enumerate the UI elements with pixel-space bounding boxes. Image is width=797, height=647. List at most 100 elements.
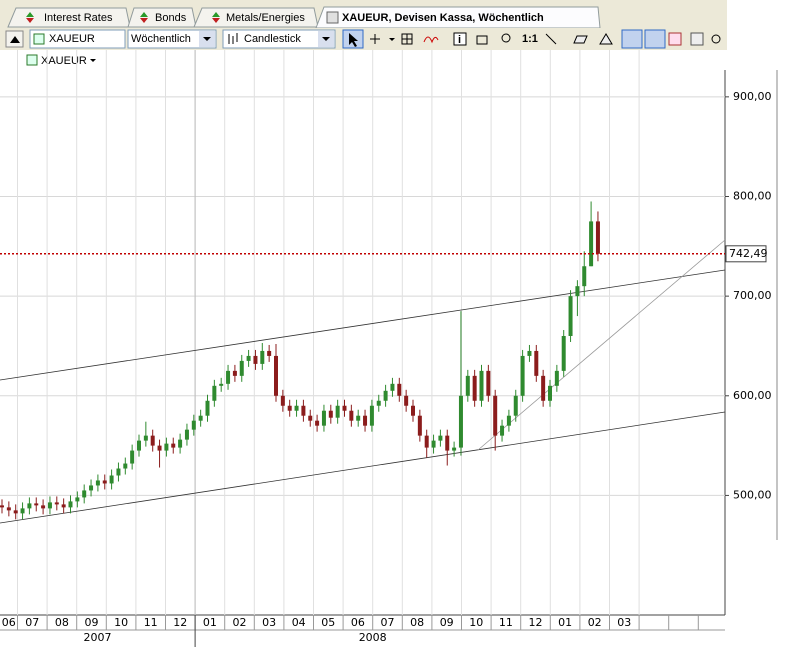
candle-body xyxy=(150,435,155,446)
tab[interactable]: Interest Rates xyxy=(7,7,131,28)
candle-body xyxy=(500,425,505,436)
icon[interactable] xyxy=(501,33,511,43)
candle-body xyxy=(342,405,347,411)
candle-body xyxy=(164,443,169,451)
grid xyxy=(0,50,725,615)
trend-lines xyxy=(0,239,726,524)
candle-body xyxy=(246,355,251,361)
tool-button[interactable] xyxy=(644,29,666,49)
period-text[interactable]: Wöchentlich xyxy=(131,33,191,45)
candle-body xyxy=(561,335,566,371)
candle-body xyxy=(527,350,532,356)
candle-body xyxy=(34,503,39,506)
tab-label[interactable]: Metals/Energies xyxy=(226,12,305,24)
x-tick-label: 04 xyxy=(292,616,306,629)
x-tick-label: 10 xyxy=(114,616,128,629)
candle-body xyxy=(184,429,189,440)
zoom-button[interactable]: 1:1 xyxy=(522,33,538,45)
x-tick-label: 01 xyxy=(203,616,217,629)
candle-body xyxy=(47,502,52,509)
icon[interactable] xyxy=(668,32,682,46)
icon[interactable] xyxy=(545,33,557,45)
candle-body xyxy=(417,415,422,436)
tab-active[interactable]: XAUEUR, Devisen Kassa, Wöchentlich xyxy=(315,6,601,29)
candle-body xyxy=(390,383,395,391)
x-tick-label: 09 xyxy=(85,616,99,629)
candle-body xyxy=(54,502,59,505)
candle-body xyxy=(157,445,162,451)
tab-label[interactable]: Interest Rates xyxy=(44,12,113,24)
period-select[interactable]: Wöchentlich xyxy=(127,29,217,49)
candle-body xyxy=(267,350,272,356)
x-tick-label: 03 xyxy=(262,616,276,629)
x-tick-label: 12 xyxy=(529,616,543,629)
candle-body xyxy=(431,440,436,448)
icon[interactable] xyxy=(711,34,721,44)
candle-body xyxy=(363,415,368,426)
tab-label[interactable]: Bonds xyxy=(155,12,187,24)
candle-body xyxy=(315,420,320,426)
candle-body xyxy=(411,405,415,416)
candle-body xyxy=(534,350,539,376)
x-tick-label: 11 xyxy=(144,616,158,629)
candle-body xyxy=(513,395,518,416)
candle-body xyxy=(68,501,73,508)
tool-button[interactable] xyxy=(621,29,643,49)
x-tick-label: 08 xyxy=(55,616,69,629)
candle-body xyxy=(465,375,470,396)
candle-body xyxy=(95,480,100,486)
candle-body xyxy=(109,475,114,484)
x-tick-label: 06 xyxy=(351,616,365,629)
icon[interactable] xyxy=(453,32,467,46)
x-tick-label: 02 xyxy=(233,616,247,629)
x-tick-label: 11 xyxy=(499,616,513,629)
candle-body xyxy=(253,355,258,364)
icon[interactable] xyxy=(423,36,439,44)
tab-label[interactable]: XAUEUR, Devisen Kassa, Wöchentlich xyxy=(342,12,544,24)
candle-body xyxy=(568,296,573,336)
candle-body xyxy=(143,435,148,441)
candle-body xyxy=(589,221,594,267)
candle-body xyxy=(212,385,217,401)
candle-body xyxy=(575,286,580,297)
symbol-text[interactable]: XAUEUR xyxy=(49,33,95,45)
icon xyxy=(10,36,20,43)
candle-body xyxy=(171,443,176,448)
icon[interactable] xyxy=(690,32,704,46)
legend-label[interactable]: XAUEUR xyxy=(41,55,87,67)
candle-body xyxy=(369,405,374,426)
style-select[interactable]: Candlestick xyxy=(222,29,336,49)
candle-body xyxy=(41,505,46,509)
x-tick-label: 01 xyxy=(558,616,572,629)
icon-glyph: i xyxy=(458,34,461,46)
icon[interactable] xyxy=(476,35,488,45)
chart-area xyxy=(0,50,727,647)
tab[interactable]: Bonds xyxy=(127,7,197,28)
candle-body xyxy=(397,383,402,396)
tab[interactable]: Metals/Energies xyxy=(193,7,319,28)
candle-body xyxy=(287,405,292,411)
style-text[interactable]: Candlestick xyxy=(244,33,301,45)
x-tick-label: 08 xyxy=(410,616,424,629)
x-tick-label: 10 xyxy=(469,616,483,629)
candle-body xyxy=(404,395,409,406)
y-tick-label: 600,00 xyxy=(733,389,772,402)
candle-body xyxy=(554,370,559,386)
symbol-field[interactable]: XAUEUR xyxy=(29,29,126,49)
candle-body xyxy=(356,415,361,421)
legend[interactable]: XAUEUR xyxy=(26,54,96,67)
icon[interactable] xyxy=(401,33,413,45)
candle-body xyxy=(445,435,450,451)
icon[interactable] xyxy=(370,34,380,44)
icon[interactable] xyxy=(599,33,613,45)
candle-body xyxy=(472,375,477,401)
x-tick-label: 05 xyxy=(321,616,335,629)
icon xyxy=(389,38,395,41)
candle-body xyxy=(595,221,600,254)
y-tick-label: 700,00 xyxy=(733,289,772,302)
candle-body xyxy=(321,410,326,426)
candle-body xyxy=(349,410,354,421)
icon[interactable] xyxy=(573,35,588,44)
y-tick-label: 500,00 xyxy=(733,488,772,501)
year-label: 2008 xyxy=(359,631,387,644)
